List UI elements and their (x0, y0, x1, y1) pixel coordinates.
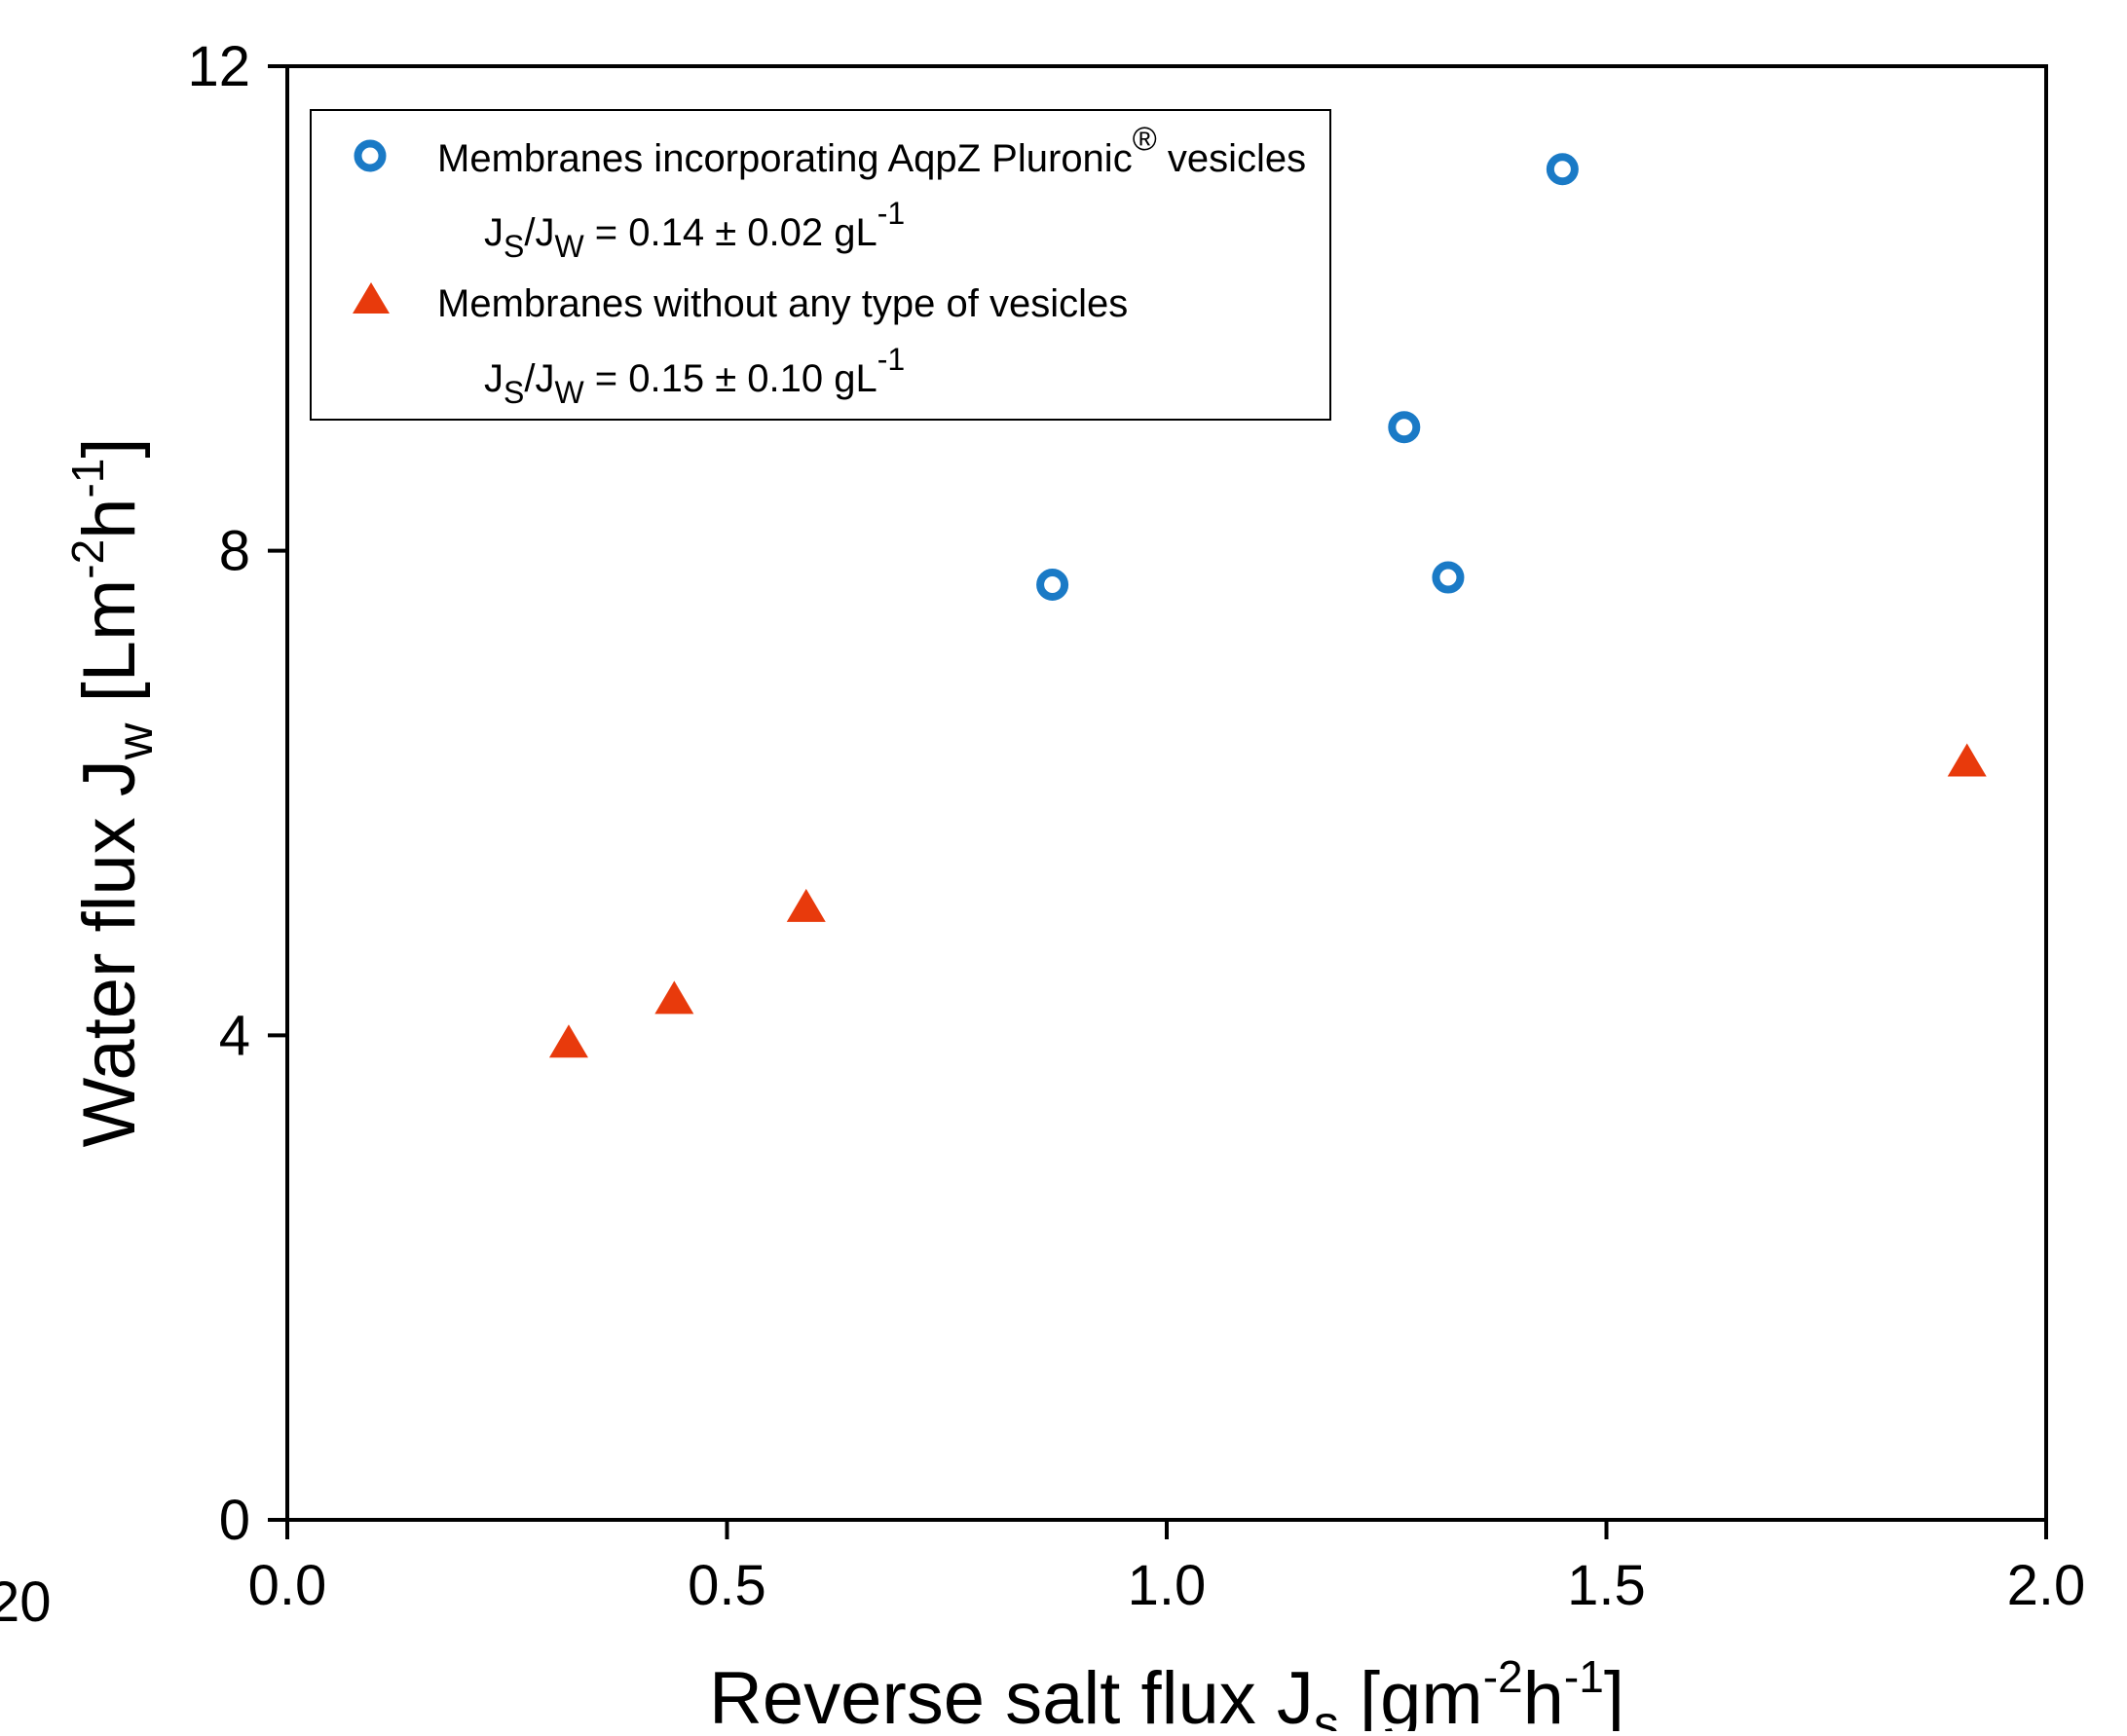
data-point-circle (1432, 561, 1465, 594)
data-point-circle (1036, 569, 1069, 602)
legend-label-no-vesicles: Membranes without any type of vesicles (437, 282, 1128, 325)
legend-marker-circle (354, 139, 387, 172)
data-point-circle (1388, 411, 1421, 444)
legend-box (310, 109, 1331, 421)
data-point-triangle (548, 1024, 588, 1058)
x-tick-label: 1.5 (1567, 1554, 1646, 1617)
x-tick-label: 0.5 (688, 1554, 766, 1617)
x-tick-label: 1.0 (1128, 1554, 1207, 1617)
legend-label-aqpz: Membranes incorporating AqpZ Pluronic® v… (437, 121, 1306, 180)
y-tick-label: 0 (219, 1489, 250, 1552)
y-tick-label: 4 (219, 1004, 250, 1067)
x-axis-title: Reverse salt flux Js [gm-2h-1] (709, 1651, 1624, 1731)
legend-marker-triangle (353, 282, 390, 314)
data-point-circle (1546, 153, 1579, 186)
y-tick-label: 8 (219, 520, 250, 583)
data-point-triangle (786, 888, 826, 922)
legend: Membranes incorporating AqpZ Pluronic® v… (310, 109, 1331, 421)
x-tick-label: 0.0 (248, 1554, 327, 1617)
legend-ratio-aqpz: JS/JW = 0.14 ± 0.02 gL-1 (484, 196, 905, 264)
data-point-triangle (654, 980, 694, 1015)
y-axis-title: Water flux Jw [Lm-2h-1] (62, 438, 164, 1148)
y-axis-ticks: 0 4 8 12 (187, 35, 287, 1552)
x-axis-ticks: 0.0 0.5 1.0 1.5 2.0 (248, 1520, 2086, 1617)
stray-tick-label: 20 (0, 1570, 52, 1634)
x-tick-label: 2.0 (2007, 1554, 2086, 1617)
y-tick-label: 12 (187, 35, 250, 98)
data-markers (548, 153, 1987, 1058)
data-point-triangle (1947, 743, 1987, 777)
legend-ratio-no-vesicles: JS/JW = 0.15 ± 0.10 gL-1 (484, 342, 905, 410)
